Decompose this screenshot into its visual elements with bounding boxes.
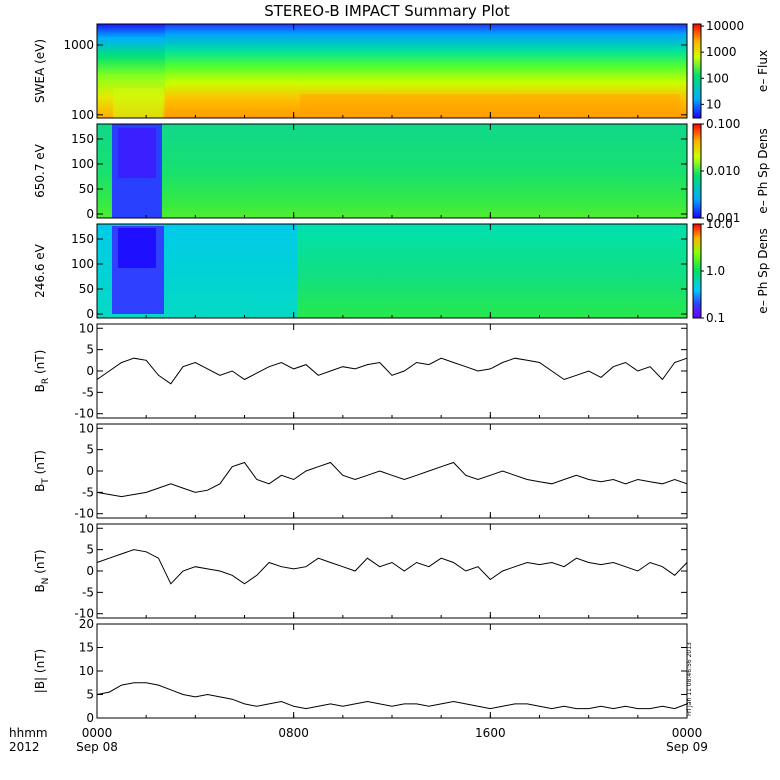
line3-ylabel-main: |B| (33, 677, 47, 693)
swea-low-flux-gap (113, 88, 163, 118)
spec0-colorbar-label: e– Flux (756, 50, 770, 92)
line2-ytick-label: -5 (82, 585, 94, 599)
line2-ytick-label: 0 (86, 564, 94, 578)
plot-timestamp: Fri Jan 11 08:46:56 2013 (686, 642, 693, 716)
xtick-date-sep-09: Sep 09 (666, 740, 708, 754)
line3-ytick-label: 20 (79, 617, 94, 631)
line2-ytick-label: 10 (79, 521, 94, 535)
line3-ylabel-unit: (nT) (33, 649, 47, 677)
line2-ytick-label: -10 (74, 607, 94, 621)
spec2-ytick-label: 100 (71, 257, 94, 271)
line1-series-line (96, 461, 688, 498)
line0-ytick-label: 5 (86, 343, 94, 357)
line3-ytick-label: 15 (79, 641, 94, 655)
spec2-colorbar-tick-label: 1.0 (706, 264, 725, 278)
line3-ylabel: |B| (nT) (33, 649, 47, 693)
bn-panel-frame (96, 523, 688, 619)
xtick-label-0000-3: 0000 (672, 726, 703, 740)
spec0-colorbar-tick-label: 10000 (706, 19, 744, 33)
e650-spectrogram-panel: 0 50 100 150 650.7 eV 0.001 0.010 0.100 e– Ph Sp… (33, 117, 770, 225)
spec1-colorbar-tick-label: 0.100 (706, 117, 740, 131)
e650-colorbar-gradient (692, 123, 702, 219)
line0-ytick-label: -10 (74, 407, 94, 421)
e246-colorbar (692, 223, 702, 319)
spec2-colorbar-tick-label: 10.0 (706, 217, 733, 231)
line1-ytick-label: -10 (74, 507, 94, 521)
spec2-ytick-label: 0 (86, 307, 94, 321)
xtick-date-sep-08: Sep 08 (76, 740, 118, 754)
spec2-ylabel: 246.6 eV (33, 243, 47, 298)
line2-series-line (96, 549, 688, 585)
swea-colorbar (692, 23, 702, 119)
line0-ylabel: BR (nT) (33, 350, 51, 393)
line2-ylabel: BN (nT) (33, 549, 51, 592)
spec2-colorbar-tick-label: 0.1 (706, 311, 725, 325)
spec1-ytick-label: 150 (71, 132, 94, 146)
figure-title: STEREO-B IMPACT Summary Plot (264, 2, 510, 20)
spec2-ytick-label: 150 (71, 232, 94, 246)
btotal-line-panel: 0 5 10 15 20 |B| (nT) (33, 617, 688, 725)
spec0-colorbar-tick-label: 1000 (706, 45, 737, 59)
line3-ytick-label: 0 (86, 711, 94, 725)
line1-ylabel: BT (nT) (33, 450, 51, 492)
btotal-panel-frame (96, 623, 688, 719)
br-panel-frame (96, 323, 688, 419)
line0-ytick-label: 10 (79, 321, 94, 335)
line0-ylabel-unit: (nT) (33, 350, 47, 378)
line1-ytick-label: 10 (79, 421, 94, 435)
br-line-panel: -10 -5 0 5 10 BR (nT) (33, 321, 688, 421)
line3-ytick-label: 5 (86, 688, 94, 702)
line1-ytick-label: -5 (82, 485, 94, 499)
spec2-ytick-label: 50 (79, 282, 94, 296)
footer-axis-label: hhmm (9, 726, 48, 740)
e246-spectrogram-panel: 0 50 100 150 246.6 eV 0.1 1.0 10.0 e– Ph Sp Dens (33, 217, 770, 325)
line0-ylabel-sub: R (41, 378, 51, 384)
e650-spectrogram-image (97, 124, 687, 218)
line0-ytick-label: 0 (86, 364, 94, 378)
swea-spectrogram-panel: 100 1000 SWEA (eV) 10 100 1000 10000 e– Flux (33, 19, 770, 122)
line0-ylabel-main: B (33, 384, 47, 392)
spec1-ytick-label: 50 (79, 182, 94, 196)
line2-ylabel-unit: (nT) (33, 549, 47, 577)
line3-ytick-label: 10 (79, 664, 94, 678)
line3-series-line (96, 682, 688, 710)
line1-ylabel-sub: T (41, 478, 51, 485)
bt-panel-frame (96, 423, 688, 519)
spec0-ytick-label: 1000 (63, 38, 94, 52)
spec0-colorbar-tick-label: 10 (706, 97, 721, 111)
spec1-colorbar-label: e– Ph Sp Dens (756, 128, 770, 213)
e246-depletion-core (118, 228, 156, 268)
line1-ytick-label: 5 (86, 443, 94, 457)
footer-year: 2012 (9, 740, 40, 754)
spec1-ylabel: 650.7 eV (33, 143, 47, 198)
bn-line-panel: -10 -5 0 5 10 BN (nT) (33, 521, 688, 621)
line1-ytick-label: 0 (86, 464, 94, 478)
line2-ylabel-sub: N (41, 578, 51, 585)
e650-depletion-core (118, 128, 156, 178)
spec0-ylabel: SWEA (eV) (33, 39, 47, 103)
line2-ytick-label: 5 (86, 543, 94, 557)
line1-ylabel-main: B (33, 484, 47, 492)
xtick-label-1600-2: 1600 (475, 726, 506, 740)
spec0-colorbar-tick-label: 100 (706, 71, 729, 85)
line1-ylabel-unit: (nT) (33, 450, 47, 478)
line0-ytick-label: -5 (82, 385, 94, 399)
swea-spectrogram-image (97, 24, 687, 118)
spec1-colorbar-tick-label: 0.010 (706, 164, 740, 178)
spec2-colorbar-label: e– Ph Sp Dens (756, 228, 770, 313)
xtick-label-0800-1: 0800 (278, 726, 309, 740)
spec1-ytick-label: 0 (86, 207, 94, 221)
line0-series-line (96, 357, 688, 385)
spec1-colorbar-tick-label: 0.001 (706, 211, 740, 225)
spec0-ytick-label: 100 (71, 108, 94, 122)
e246-colorbar-gradient (692, 223, 702, 319)
spec1-ytick-label: 100 (71, 157, 94, 171)
swea-colorbar-gradient (692, 23, 702, 119)
bt-line-panel: -10 -5 0 5 10 BT (nT) (33, 421, 688, 521)
e650-colorbar (692, 123, 702, 219)
line2-ylabel-main: B (33, 584, 47, 592)
xtick-label-0000-0: 0000 (82, 726, 113, 740)
